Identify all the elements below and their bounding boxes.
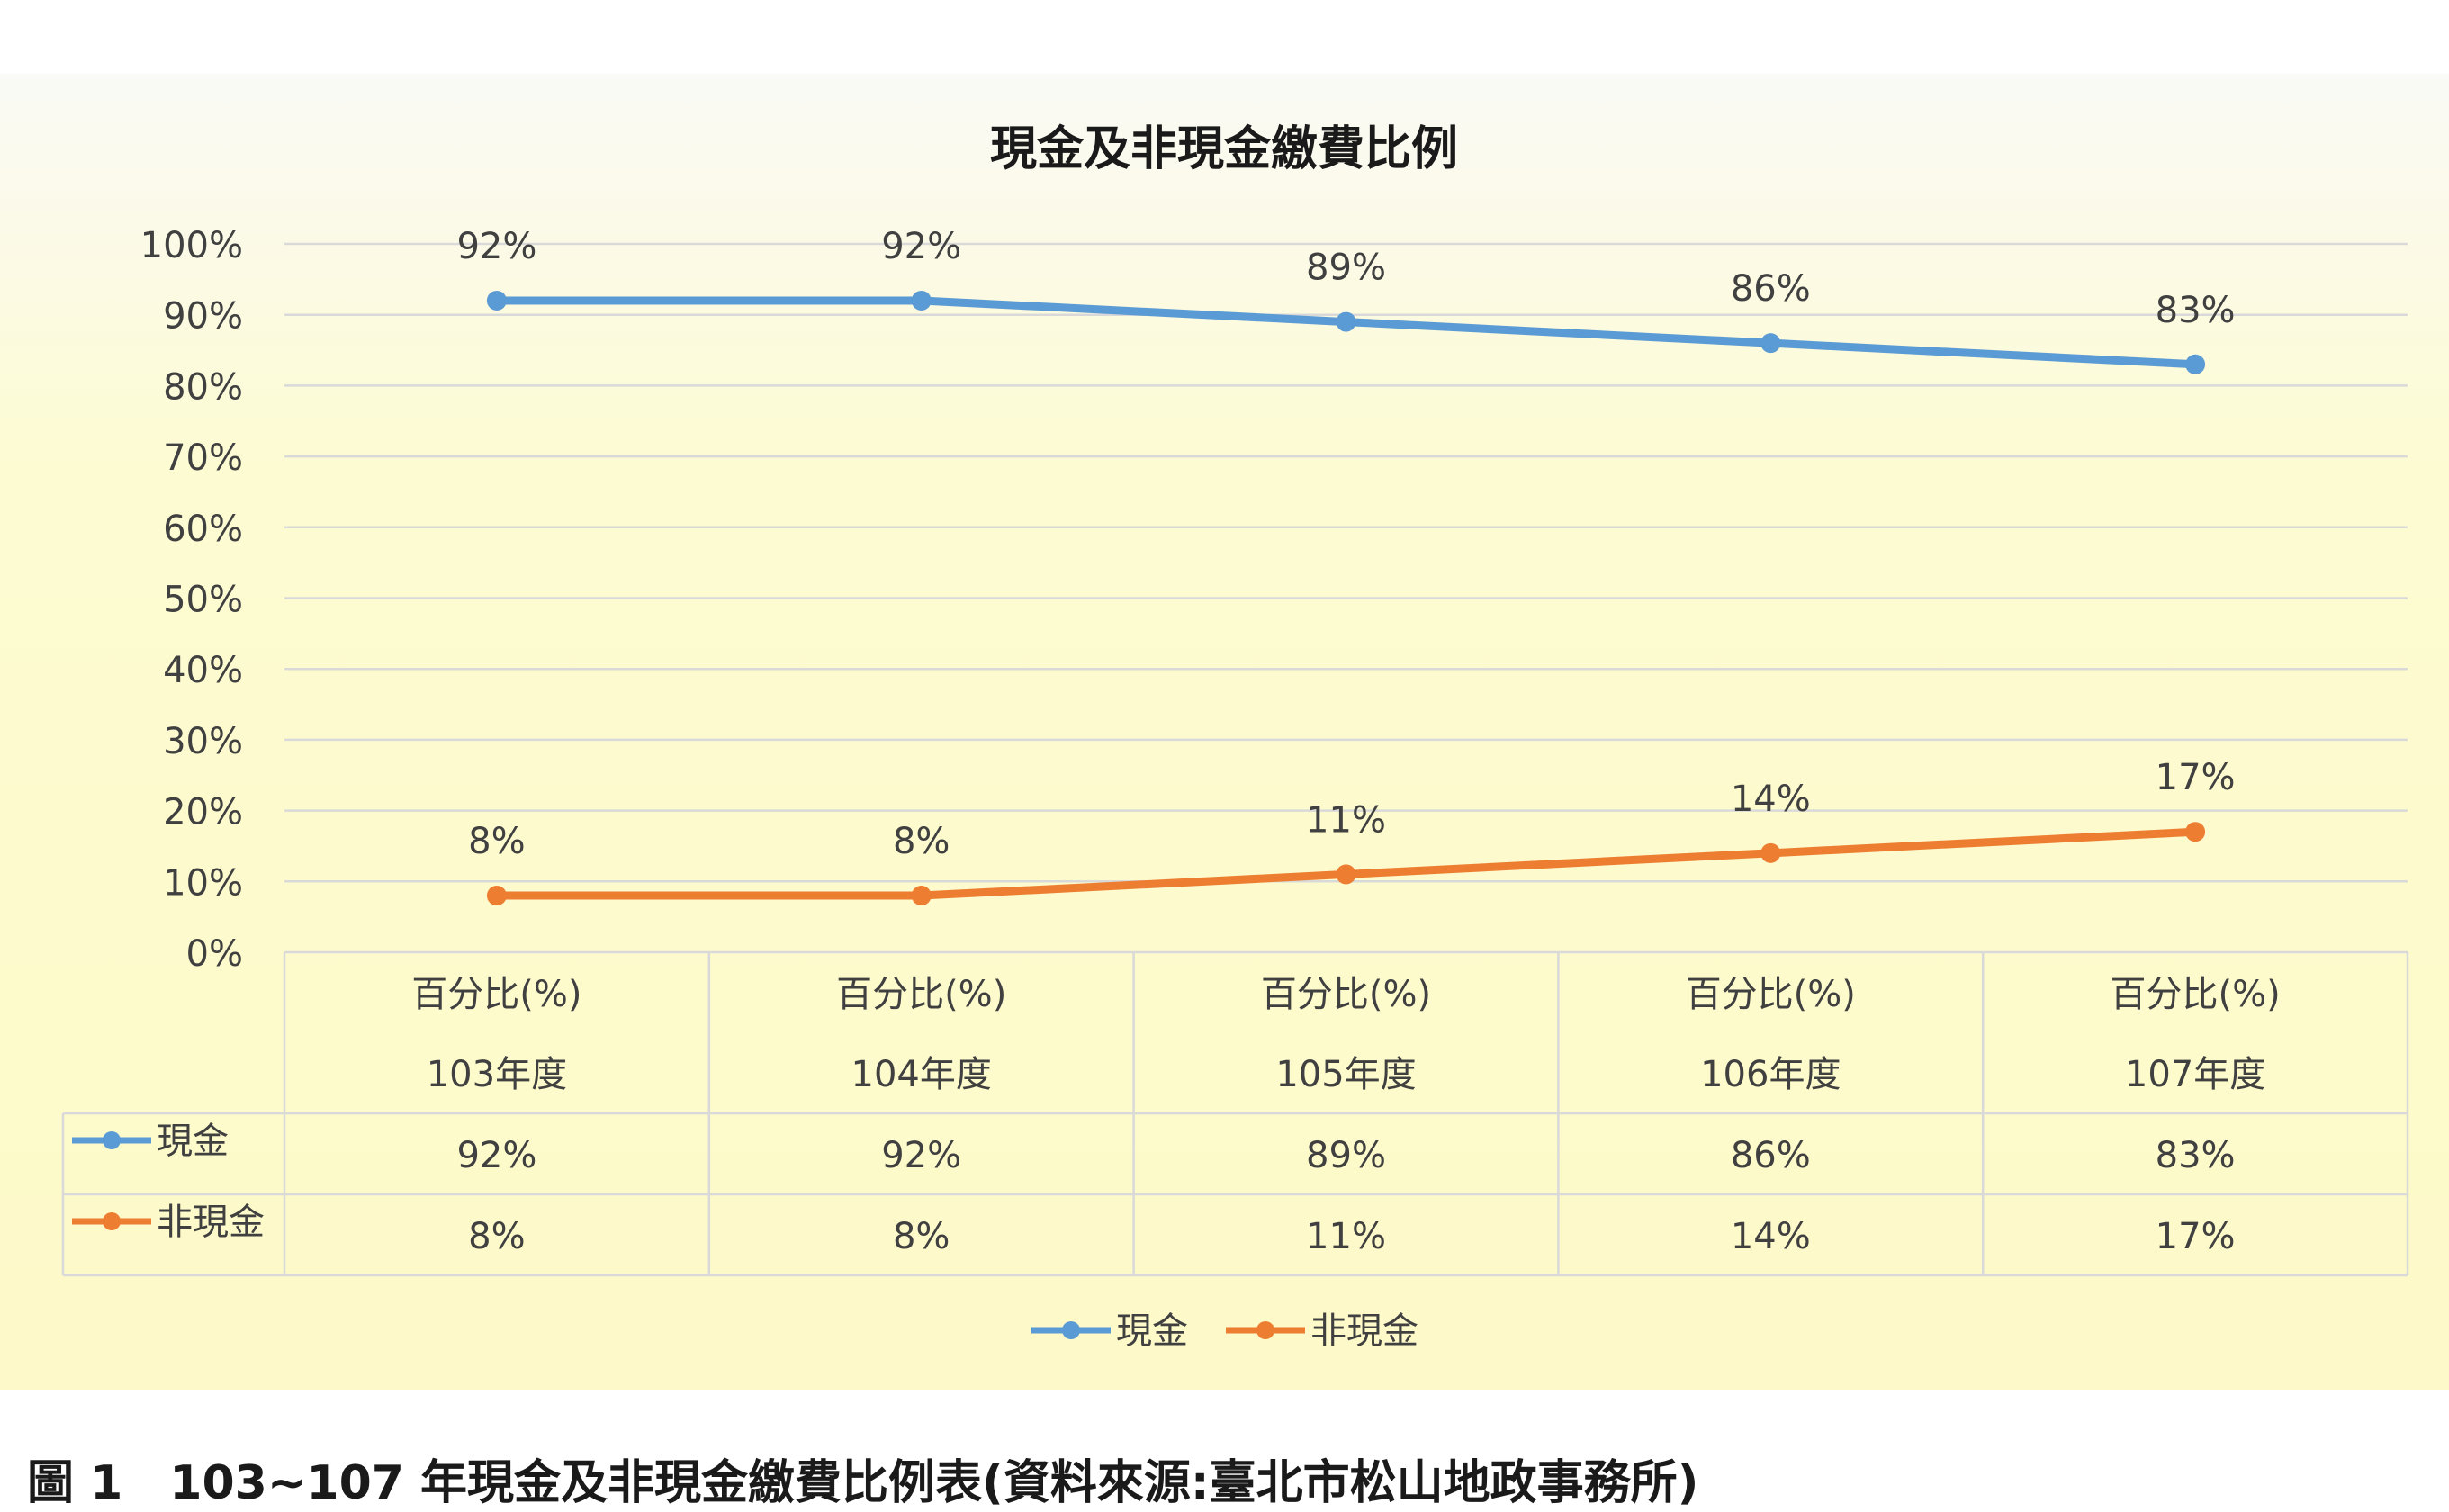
x-category-label: 106年度 <box>1700 1054 1841 1095</box>
y-tick-label: 0% <box>186 933 243 975</box>
data-label: 17% <box>2156 757 2236 798</box>
table-header-label: 百分比(%) <box>1686 974 1856 1015</box>
table-header-label: 百分比(%) <box>836 974 1006 1015</box>
data-label: 83% <box>2156 290 2236 331</box>
table-cell-value: 92% <box>456 1135 536 1176</box>
series-point <box>2185 822 2206 842</box>
y-tick-label: 100% <box>140 225 243 266</box>
table-cell-value: 17% <box>2156 1216 2236 1257</box>
y-tick-label: 10% <box>163 862 243 904</box>
table-header-label: 百分比(%) <box>1261 974 1431 1015</box>
legend-label: 非現金 <box>1310 1310 1418 1352</box>
y-tick-label: 90% <box>163 296 243 338</box>
y-tick-label: 50% <box>163 580 243 621</box>
data-label: 11% <box>1306 799 1386 841</box>
data-label: 92% <box>456 226 536 267</box>
series-point <box>1336 864 1356 885</box>
x-category-label: 105年度 <box>1275 1054 1416 1095</box>
series-line <box>492 827 2200 900</box>
x-category-label: 104年度 <box>851 1054 992 1095</box>
chart-area: 現金及非現金繳費比例 0% 10% 20% 30% 40% 50% 60% 70% 80% 90% 1… <box>0 74 2449 1390</box>
legend-marker <box>1062 1321 1080 1339</box>
y-tick-label: 60% <box>163 508 243 550</box>
table-cell-value: 92% <box>881 1135 961 1176</box>
series-point <box>486 290 507 310</box>
y-tick-label: 20% <box>163 792 243 833</box>
data-label: 92% <box>881 226 961 267</box>
data-label: 8% <box>468 821 525 862</box>
chart-svg: 現金及非現金繳費比例 0% 10% 20% 30% 40% 50% 60% 70% 80% 90% 1… <box>61 122 2409 1352</box>
data-label: 8% <box>893 821 950 862</box>
x-category-label: 107年度 <box>2125 1054 2265 1095</box>
chart-title: 現金及非現金繳費比例 <box>990 122 1458 176</box>
table-cell-value: 89% <box>1306 1135 1386 1176</box>
table-header-label: 百分比(%) <box>2110 974 2280 1015</box>
data-label: 86% <box>1731 268 1811 310</box>
y-tick-label: 30% <box>163 721 243 762</box>
series-point <box>1760 333 1781 354</box>
series-point <box>1336 311 1356 332</box>
table-cell-value: 8% <box>893 1216 950 1257</box>
series-point <box>2185 354 2206 374</box>
table-cell-value: 11% <box>1306 1216 1386 1257</box>
table-series-name: 現金 <box>157 1120 229 1162</box>
y-tick-label: 80% <box>163 366 243 408</box>
figure-caption: 圖 1 103~107 年現金及非現金繳費比例表(資料來源:臺北市松山地政事務所… <box>27 1456 1699 1510</box>
table-header-label: 百分比(%) <box>411 974 581 1015</box>
table-cell-value: 86% <box>1731 1135 1811 1176</box>
legend-label: 現金 <box>1116 1310 1188 1352</box>
series-line <box>492 296 2200 369</box>
table-cell-value: 8% <box>468 1216 525 1257</box>
data-label: 14% <box>1731 778 1811 820</box>
series-point <box>486 886 507 906</box>
table-legend-marker <box>103 1212 121 1230</box>
x-category-label: 103年度 <box>427 1054 567 1095</box>
table-legend-marker <box>103 1131 121 1149</box>
series-point <box>911 886 932 906</box>
y-tick-label: 70% <box>163 437 243 479</box>
table-cell-value: 14% <box>1731 1216 1811 1257</box>
series-point <box>1760 842 1781 863</box>
series-point <box>911 290 932 310</box>
table-series-name: 非現金 <box>157 1202 265 1243</box>
y-tick-label: 40% <box>163 650 243 691</box>
table-cell-value: 83% <box>2156 1135 2236 1176</box>
data-label: 89% <box>1306 248 1386 289</box>
legend-marker <box>1256 1321 1274 1339</box>
